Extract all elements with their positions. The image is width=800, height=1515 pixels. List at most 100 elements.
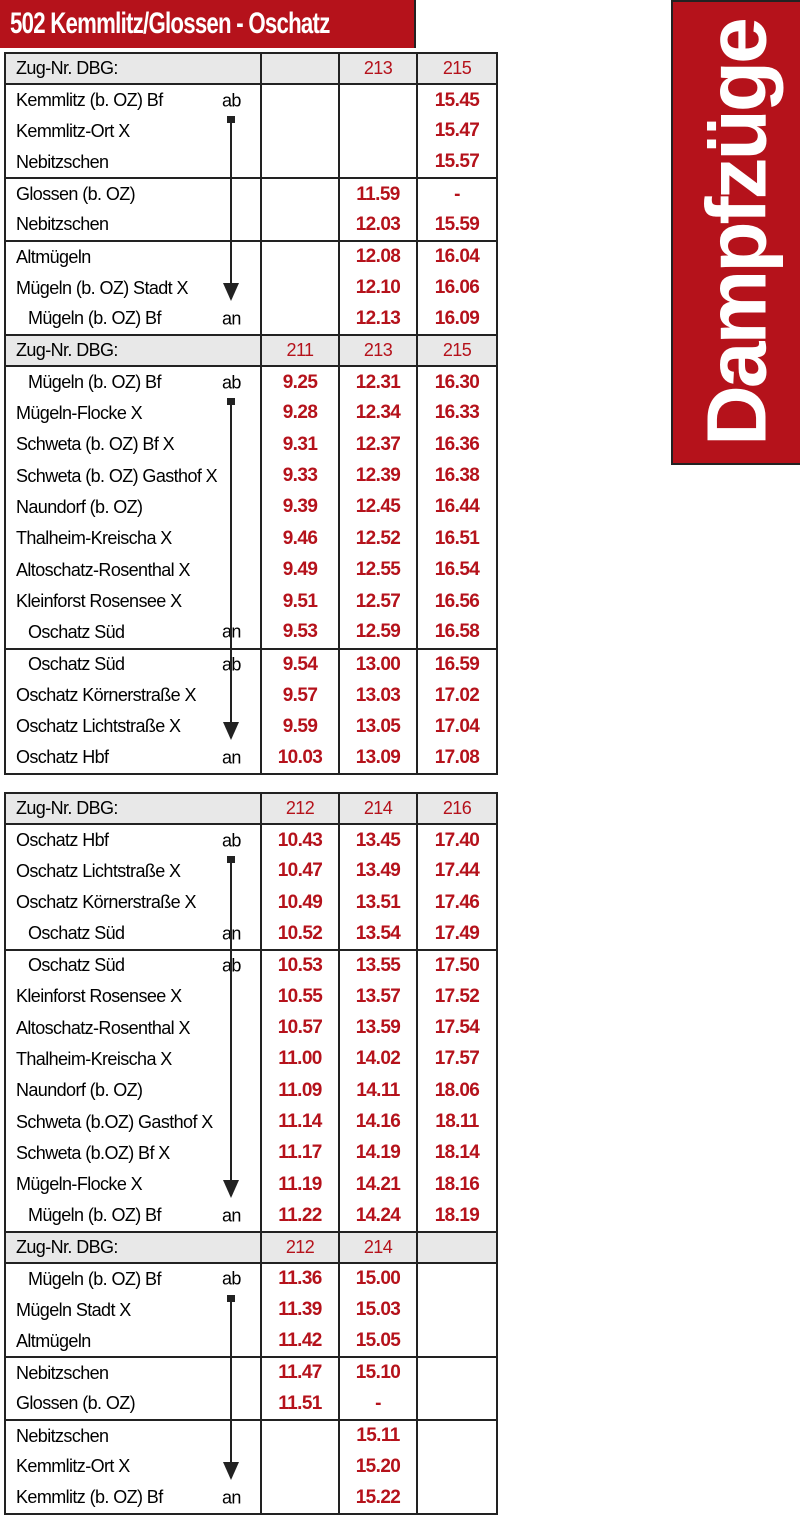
timetable-row: Altoschatz-Rosenthal X 9.49 12.55 16.54 <box>4 554 498 586</box>
station-cell: Thalheim-Kreischa X <box>4 1043 262 1076</box>
time-cell: 16.54 <box>416 554 498 586</box>
time-cell: 14.16 <box>338 1106 418 1138</box>
timetable-row: Mügeln Stadt X 11.39 15.03 <box>4 1294 498 1326</box>
time-cell <box>338 115 418 148</box>
timetable-row: Kleinforst Rosensee X 10.55 13.57 17.52 <box>4 981 498 1013</box>
station-cell: Oschatz Hbf ab <box>4 824 262 856</box>
time-cell: 12.55 <box>338 554 418 586</box>
time-cell: 13.45 <box>338 824 418 856</box>
timetable-row: Mügeln-Flocke X 11.19 14.21 18.16 <box>4 1169 498 1201</box>
time-cell: 18.19 <box>416 1200 498 1232</box>
station-name: Glossen (b. OZ) <box>16 1393 136 1414</box>
time-cell: 14.02 <box>338 1043 418 1076</box>
time-cell: 13.51 <box>338 887 418 919</box>
time-cell: 11.19 <box>260 1169 340 1201</box>
time-cell: 17.08 <box>416 742 498 775</box>
station-cell: Altmügeln <box>4 1325 262 1358</box>
station-name: Glossen (b. OZ) <box>16 184 136 205</box>
time-cell: 17.40 <box>416 824 498 856</box>
station-cell: Mügeln Stadt X <box>4 1294 262 1326</box>
station-cell: Kemmlitz (b. OZ) Bf an <box>4 1482 262 1515</box>
station-name: Naundorf (b. OZ) <box>16 1080 143 1101</box>
timetable-row: Altmügeln 11.42 15.05 <box>4 1325 498 1358</box>
timetable-row: Kemmlitz (b. OZ) Bf ab 15.45 <box>4 84 498 116</box>
time-cell: 13.59 <box>338 1012 418 1044</box>
station-cell: Mügeln (b. OZ) Bf ab <box>4 1263 262 1295</box>
time-cell: 16.51 <box>416 523 498 555</box>
time-cell: 18.11 <box>416 1106 498 1138</box>
station-cell: Glossen (b. OZ) <box>4 1388 262 1420</box>
time-cell: 15.03 <box>338 1294 418 1326</box>
time-cell: 13.55 <box>338 948 418 982</box>
timetable-row: Nebitzschen 12.03 15.59 <box>4 209 498 242</box>
time-cell: 9.57 <box>260 679 340 712</box>
station-name: Mügeln (b. OZ) Bf <box>28 1205 161 1226</box>
station-cell: Mügeln-Flocke X <box>4 1169 262 1201</box>
time-cell: 16.04 <box>416 240 498 273</box>
time-cell: 12.08 <box>338 240 418 273</box>
station-cell: Oschatz Südab <box>4 948 262 982</box>
time-cell: 12.45 <box>338 491 418 524</box>
timetable-row: Oschatz Körnerstraße X 9.57 13.03 17.02 <box>4 679 498 712</box>
time-cell <box>416 1418 498 1452</box>
station-cell: Schweta (b.OZ) Bf X <box>4 1137 262 1170</box>
station-cell: Schweta (b.OZ) Gasthof X <box>4 1106 262 1138</box>
departure-marker: ab <box>222 830 241 851</box>
time-cell: 11.59 <box>338 177 418 210</box>
station-name: Kleinforst Rosensee X <box>16 591 182 612</box>
departure-marker: ab <box>222 90 241 111</box>
train-number: 213 <box>338 51 418 86</box>
time-cell <box>260 1451 340 1483</box>
time-cell: 12.34 <box>338 397 418 430</box>
station-cell: Altoschatz-Rosenthal X <box>4 1012 262 1044</box>
train-number-header-row: Zug-Nr. DBG: 213 215 <box>4 51 498 86</box>
train-number-label: Zug-Nr. DBG: <box>4 51 262 86</box>
time-cell: 9.49 <box>260 554 340 586</box>
station-name: Oschatz Hbf <box>16 830 109 851</box>
departure-marker: ab <box>222 1268 241 1289</box>
time-cell <box>260 177 340 210</box>
train-number <box>416 1230 498 1265</box>
train-number-label: Zug-Nr. DBG: <box>4 791 262 826</box>
time-cell: 17.04 <box>416 711 498 743</box>
station-name: Naundorf (b. OZ) <box>16 496 143 517</box>
time-cell <box>338 147 418 179</box>
departure-marker: ab <box>222 372 241 393</box>
time-cell: 14.11 <box>338 1075 418 1107</box>
time-cell: 11.09 <box>260 1075 340 1107</box>
station-name: Altmügeln <box>16 246 91 267</box>
direction-arrow-icon <box>223 1294 239 1480</box>
timetable-row: Kleinforst Rosensee X 9.51 12.57 16.56 <box>4 585 498 618</box>
station-name: Mügeln-Flocke X <box>16 402 143 423</box>
station-name: Thalheim-Kreischa X <box>16 1048 172 1069</box>
station-name: Mügeln (b. OZ) Bf <box>28 372 161 393</box>
station-cell: Kleinforst Rosensee X <box>4 981 262 1013</box>
time-cell: 14.19 <box>338 1137 418 1170</box>
station-cell: Naundorf (b. OZ) <box>4 491 262 524</box>
station-name: Thalheim-Kreischa X <box>16 528 172 549</box>
time-cell: 12.03 <box>338 209 418 242</box>
train-number: 212 <box>260 1230 340 1265</box>
arrival-marker: an <box>222 747 241 768</box>
timetable-row: Oschatz Hbf ab 10.43 13.45 17.40 <box>4 824 498 856</box>
train-number: 216 <box>416 791 498 826</box>
station-cell: Nebitzschen <box>4 147 262 179</box>
time-cell: 10.57 <box>260 1012 340 1044</box>
time-cell: 17.52 <box>416 981 498 1013</box>
station-name: Oschatz Körnerstraße X <box>16 685 196 706</box>
time-cell <box>260 115 340 148</box>
train-number-header-row: Zug-Nr. DBG: 212 214 <box>4 1230 498 1265</box>
station-cell: Oschatz Körnerstraße X <box>4 887 262 919</box>
station-name: Mügeln (b. OZ) Bf <box>28 308 161 329</box>
time-cell <box>260 147 340 179</box>
time-cell: 17.49 <box>416 918 498 950</box>
time-cell: 10.43 <box>260 824 340 856</box>
timetable-row: Altmügeln 12.08 16.04 <box>4 240 498 273</box>
station-cell: Nebitzschen <box>4 1418 262 1452</box>
time-cell <box>416 1263 498 1295</box>
timetable-row: Schweta (b. OZ) Gasthof X 9.33 12.39 16.38 <box>4 460 498 492</box>
train-number-label: Zug-Nr. DBG: <box>4 334 262 368</box>
time-cell: 11.17 <box>260 1137 340 1170</box>
time-cell <box>416 1388 498 1420</box>
time-cell: 12.57 <box>338 585 418 618</box>
